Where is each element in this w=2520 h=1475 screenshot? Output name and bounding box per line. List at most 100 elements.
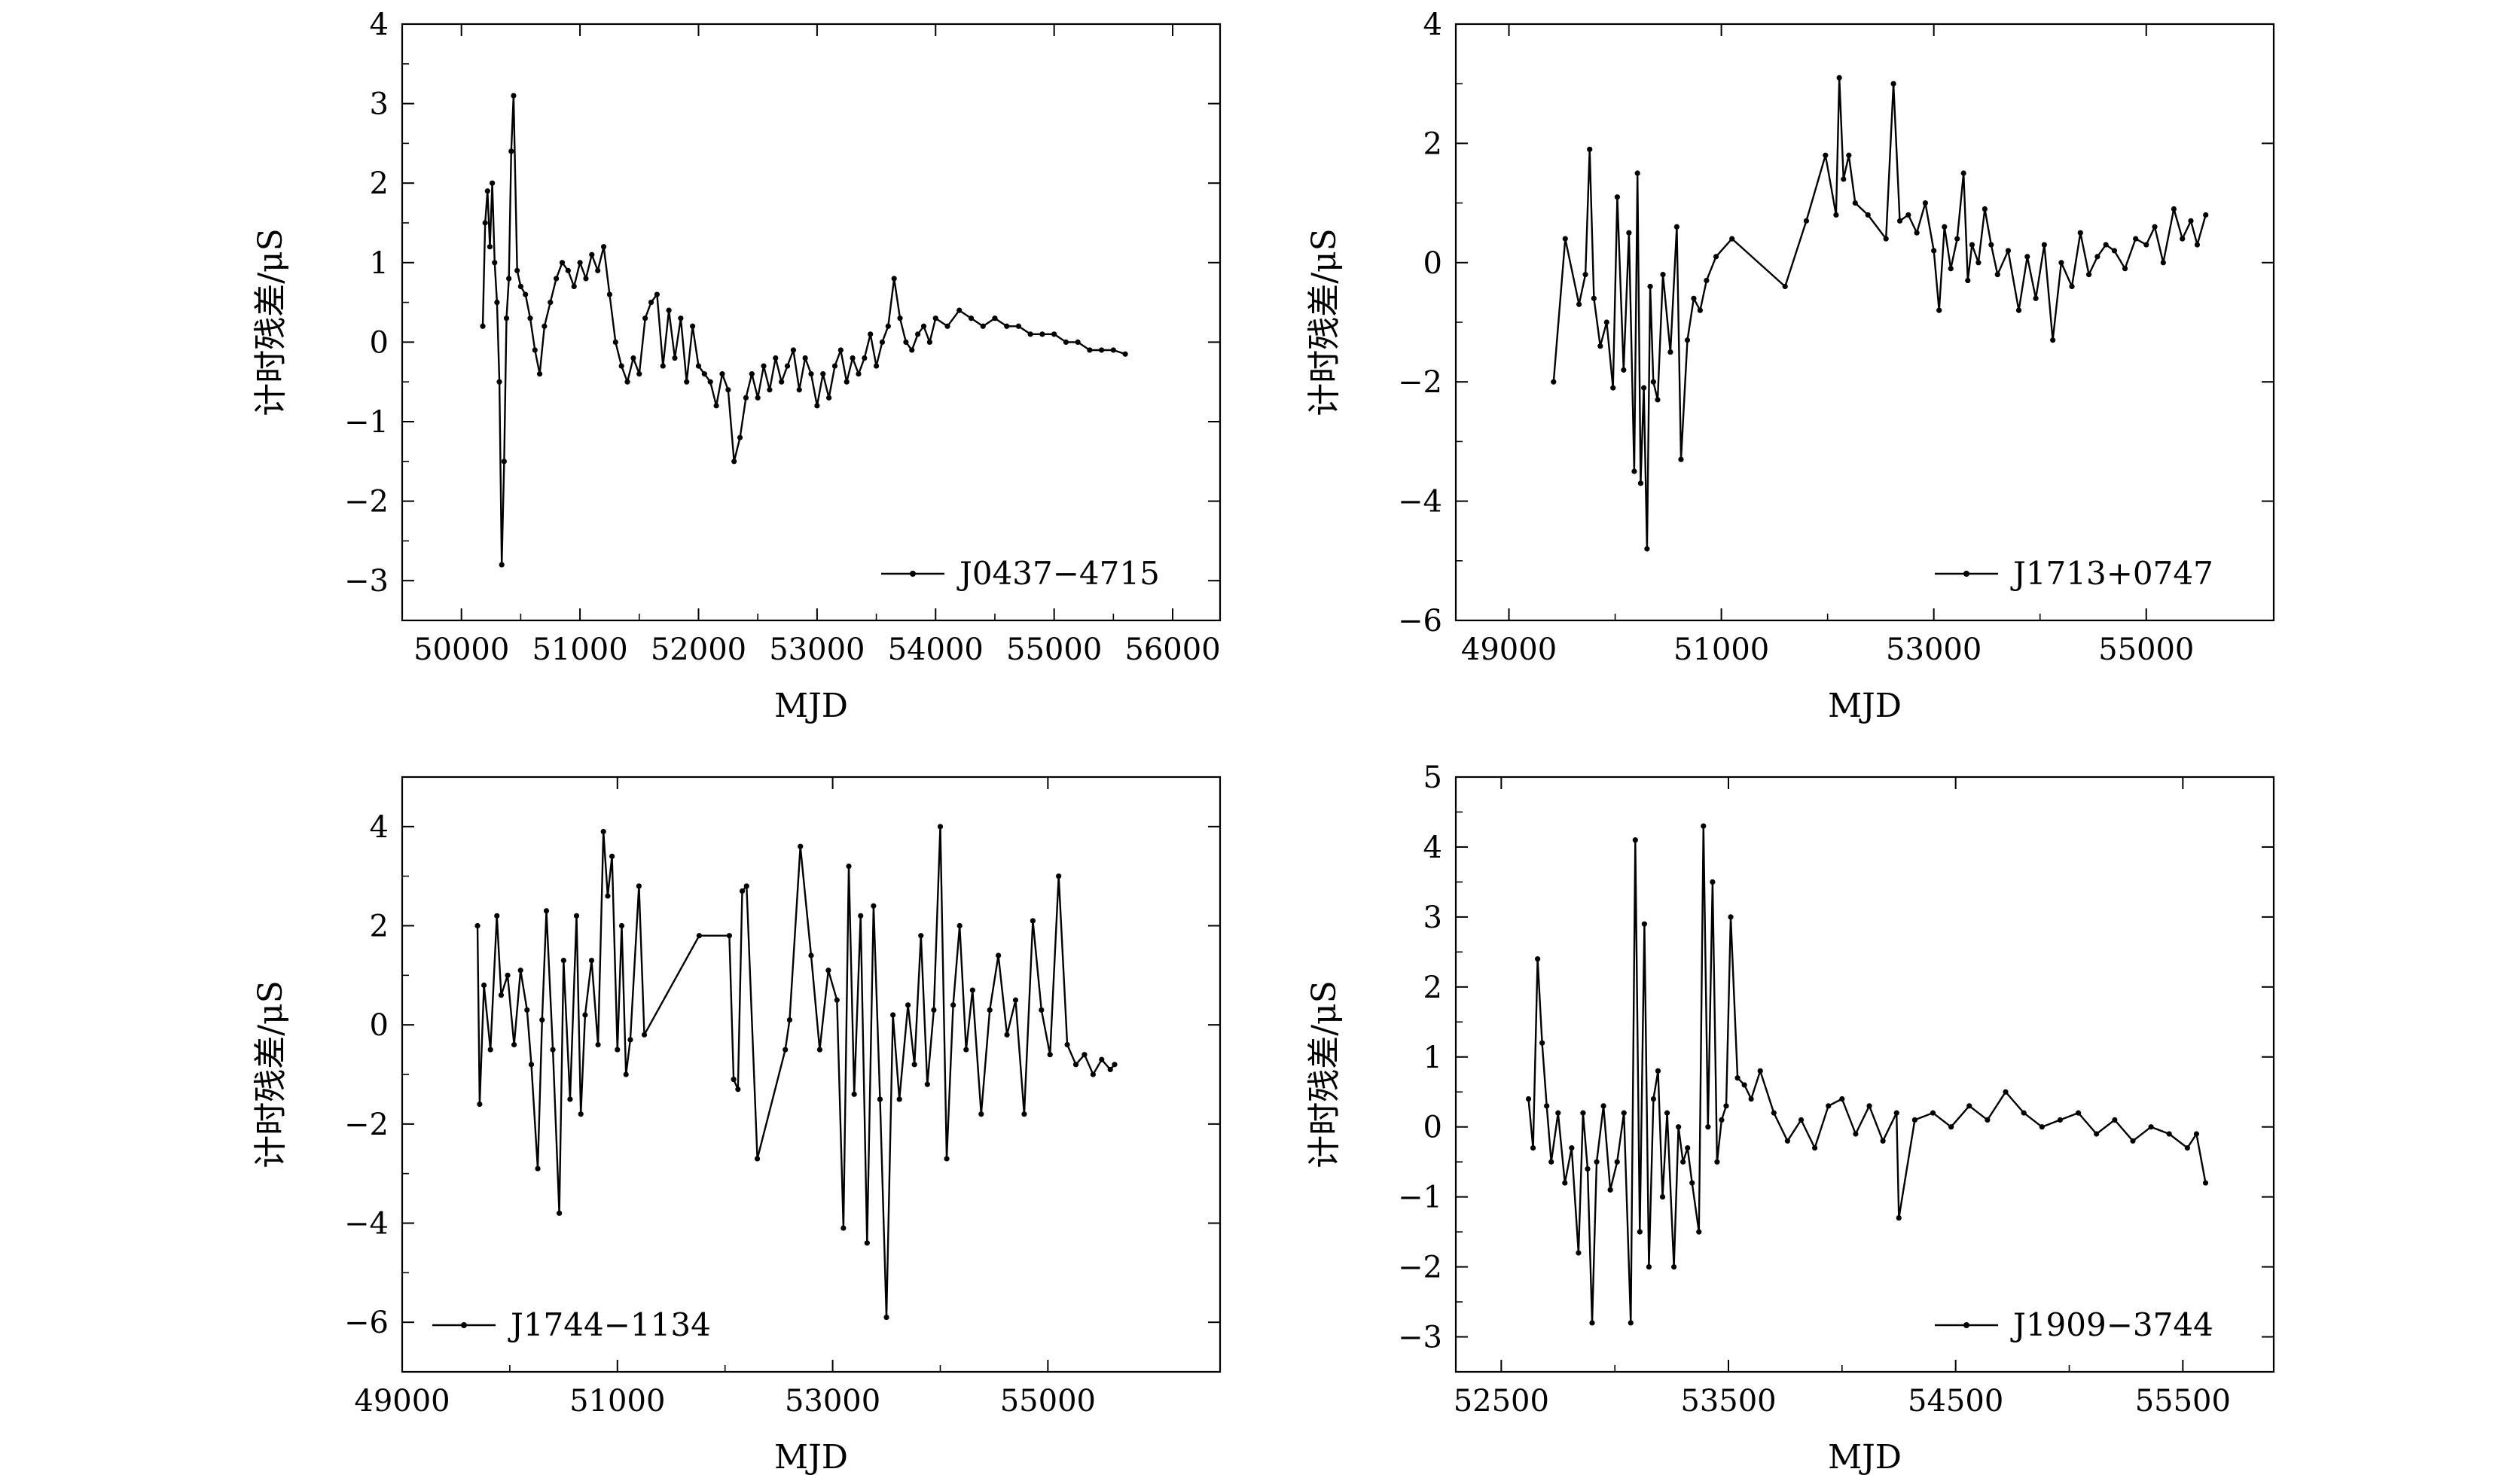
chart-3-data-point xyxy=(1004,1032,1010,1038)
chart-3-data-point xyxy=(528,1062,535,1068)
chart-4-data-point xyxy=(1671,1263,1677,1270)
chart-2-data-point xyxy=(2133,236,2139,242)
chart-2-data-point xyxy=(2111,248,2118,254)
chart-3-data-point xyxy=(816,1047,823,1053)
chart-1-data-point xyxy=(517,283,523,290)
chart-2-data-point xyxy=(1954,236,1960,242)
chart-2-y-axis-label: 计时残差/μS xyxy=(1305,228,1344,416)
chart-4-data-point xyxy=(1585,1166,1591,1172)
chart-3-data-point xyxy=(511,1041,517,1048)
chart-4-data-point xyxy=(2039,1124,2045,1130)
chart-3-data-point xyxy=(1112,1062,1118,1068)
chart-3-data-point xyxy=(924,1081,930,1087)
chart-3-data-point xyxy=(615,1047,621,1053)
chart-2-data-point xyxy=(1667,349,1673,355)
chart-1-y-tick-label: 1 xyxy=(370,246,389,281)
chart-2-data-point xyxy=(2094,254,2101,260)
chart-2-data-point xyxy=(1551,379,1557,385)
chart-4-x-axis-label: MJD xyxy=(1828,1438,1902,1475)
chart-2-data-point xyxy=(2041,242,2047,248)
chart-3-data-point xyxy=(550,1047,556,1053)
chart-2-series-line xyxy=(1552,77,2207,550)
chart-2-data-point xyxy=(1634,170,1640,176)
chart-3-data-point xyxy=(931,1007,937,1013)
chart-4-data-point xyxy=(2057,1117,2064,1123)
chart-1-data-point xyxy=(511,93,517,99)
chart-4-data-point xyxy=(1594,1159,1600,1165)
chart-1-data-point xyxy=(767,387,773,393)
chart-4-data-point xyxy=(1685,1144,1691,1151)
chart-4-data-point xyxy=(1576,1250,1582,1256)
chart-4-x-tick-label: 55500 xyxy=(2135,1384,2231,1419)
chart-1-y-tick-label: 4 xyxy=(370,8,389,42)
chart-4-y-tick-label: 1 xyxy=(1423,1041,1442,1075)
chart-3-data-point xyxy=(987,1007,993,1013)
chart-1-data-point xyxy=(690,323,696,329)
chart-2-data-point xyxy=(1846,152,1852,158)
chart-4-data-point xyxy=(1530,1144,1536,1151)
chart-3-data-point xyxy=(996,952,1002,958)
chart-1-data-point xyxy=(630,355,636,361)
chart-2-data-point xyxy=(2085,272,2092,278)
chart-3-data-point xyxy=(851,1091,857,1097)
chart-4-data-point xyxy=(2075,1110,2082,1116)
chart-2-data-point xyxy=(2024,254,2030,260)
chart-4-data-point xyxy=(2184,1144,2190,1151)
chart-1-data-point xyxy=(885,323,891,329)
chart-3-x-tick-label: 55000 xyxy=(1000,1384,1096,1419)
chart-3-data-point xyxy=(825,968,831,974)
chart-3-data-point xyxy=(841,1225,847,1231)
chart-3-data-point xyxy=(1064,1041,1070,1048)
chart-3-data-point xyxy=(494,913,500,919)
chart-3-data-point xyxy=(560,957,566,964)
chart-2-data-point xyxy=(2005,248,2012,254)
chart-4-data-point xyxy=(1548,1159,1554,1165)
chart-1-data-point xyxy=(589,251,595,258)
chart-1-data-point xyxy=(1051,331,1057,337)
chart-2-data-point xyxy=(1691,295,1697,301)
chart-1-data-point xyxy=(784,363,791,369)
chart-3-data-point xyxy=(517,968,523,974)
chart-3-y-tick-label: 2 xyxy=(370,910,389,944)
chart-2-legend-marker xyxy=(1963,571,1969,577)
chart-1-data-point xyxy=(956,307,963,313)
chart-2-data-point xyxy=(1591,295,1597,301)
chart-3-data-point xyxy=(582,1012,588,1018)
chart-4-series-line xyxy=(1527,824,2207,1324)
chart-1-data-point xyxy=(707,379,713,385)
chart-4-data-point xyxy=(1696,1229,1702,1235)
chart-3-data-point xyxy=(937,824,944,830)
chart-2-data-point xyxy=(1713,254,1719,260)
chart-1-legend-label: J0437−4715 xyxy=(956,555,1160,592)
chart-2-data-point xyxy=(2143,242,2149,248)
chart-2-data-point xyxy=(1905,212,1911,218)
chart-1-data-point xyxy=(672,355,678,361)
chart-1-data-point xyxy=(542,323,548,329)
chart-1-y-tick-label: 2 xyxy=(370,166,389,201)
chart-1-plot-frame xyxy=(401,23,1222,622)
chart-3-data-point xyxy=(918,933,924,939)
chart-3-data-point xyxy=(1012,997,1019,1003)
chart-3-y-axis-label: 计时残差/μS xyxy=(252,980,290,1169)
chart-2-plot-frame xyxy=(1454,23,2275,622)
chart-3-data-point xyxy=(1072,1062,1079,1068)
chart-1-data-point xyxy=(508,148,514,154)
chart-1-data-point xyxy=(527,315,533,322)
chart-4-data-point xyxy=(1966,1103,1972,1109)
chart-2-data-point xyxy=(1803,218,1810,224)
chart-1-data-point xyxy=(496,379,502,385)
chart-2-data-point xyxy=(1936,307,1942,313)
chart-4-data-point xyxy=(1853,1131,1859,1137)
chart-4-data-point xyxy=(2148,1124,2154,1130)
chart-1-data-point xyxy=(796,387,802,393)
chart-1-y-tick-label: −3 xyxy=(344,564,389,599)
chart-1-data-point xyxy=(1075,339,1081,345)
chart-2-data-point xyxy=(1647,283,1653,290)
chart-4-data-point xyxy=(2166,1131,2172,1137)
chart-2-data-point xyxy=(1562,236,1568,242)
chart-3-y-tick-label: −6 xyxy=(344,1306,389,1340)
chart-4-data-point xyxy=(1985,1117,1991,1123)
chart-3-data-point xyxy=(950,1002,956,1008)
chart-4-data-point xyxy=(1701,823,1707,829)
chart-2-data-point xyxy=(2050,337,2056,343)
